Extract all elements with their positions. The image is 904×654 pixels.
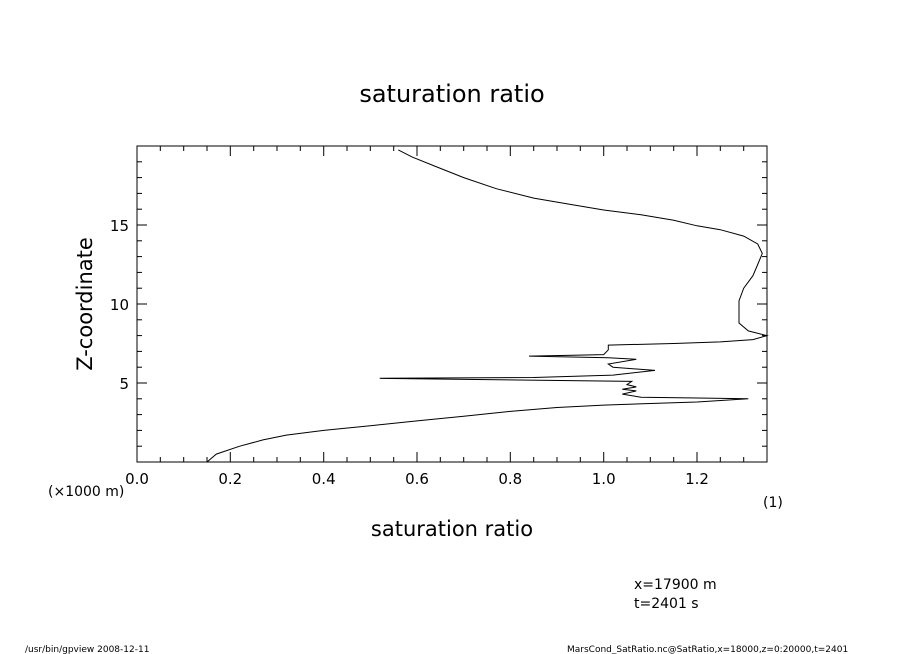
x-tick-labels: 0.0 0.2 0.4 0.6 0.8 1.0 1.2 <box>125 470 709 488</box>
x-tick-label: 0.0 <box>125 470 149 488</box>
x-tick-label: 1.0 <box>592 470 616 488</box>
info-time: t=2401 s <box>634 596 699 612</box>
plot-frame <box>136 145 768 463</box>
y-tick-label: 15 <box>110 217 129 235</box>
y-axis-label: Z-coordinate <box>73 237 97 371</box>
x-tick-label: 1.2 <box>685 470 709 488</box>
x-tick-label: 0.6 <box>405 470 429 488</box>
x-axis-unit: (1) <box>763 495 783 511</box>
x-tick-label: 0.8 <box>498 470 522 488</box>
chart-title: saturation ratio <box>359 80 544 108</box>
footer-program-date: /usr/bin/gpview 2008-12-11 <box>25 645 149 654</box>
x-tick-label: 0.2 <box>218 470 242 488</box>
x-axis-label: saturation ratio <box>371 517 533 541</box>
series-line <box>206 149 769 463</box>
info-x-position: x=17900 m <box>634 577 717 593</box>
footer-data-source: MarsCond_SatRatio.nc@SatRatio,x=18000,z=… <box>567 645 848 654</box>
x-tick-label: 0.4 <box>312 470 336 488</box>
series-group <box>206 149 769 463</box>
y-tick-label: 5 <box>119 375 129 393</box>
y-tick-label: 10 <box>110 296 129 314</box>
y-axis-unit: (×1000 m) <box>48 484 124 500</box>
y-tick-labels: 5 10 15 <box>110 217 129 393</box>
axis-ticks <box>136 146 768 462</box>
